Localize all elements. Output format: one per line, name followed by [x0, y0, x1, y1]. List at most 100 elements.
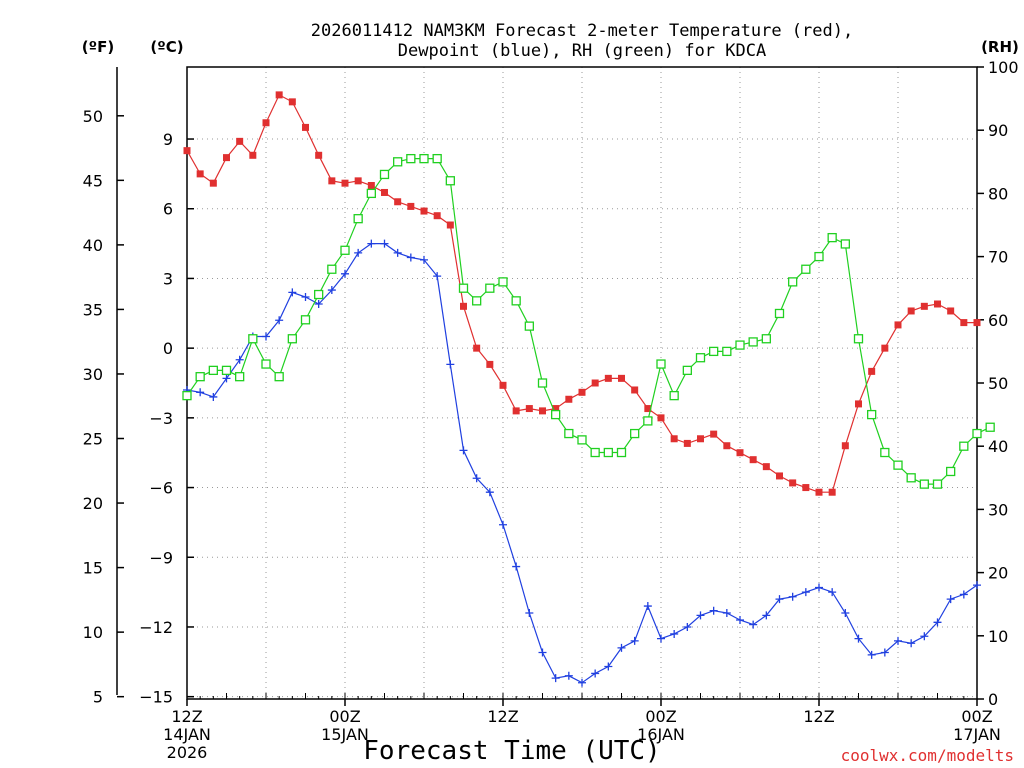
- rh-unit-label: (RH): [981, 38, 1019, 56]
- rh-point: [537, 378, 548, 388]
- rh-point: [485, 283, 495, 293]
- rh-point: [682, 365, 692, 376]
- fahrenheit-tick-label: 25: [83, 430, 103, 449]
- rh-point: [182, 390, 192, 401]
- rh-point: [643, 416, 653, 426]
- 2-meter-temperature-point: [881, 344, 889, 352]
- rh-tick-label: 50: [988, 374, 1008, 393]
- 2-meter-temperature-point: [960, 319, 968, 327]
- rh-point: [880, 447, 890, 458]
- rh-point: [590, 447, 600, 458]
- credit-text: coolwx.com/modelts: [841, 746, 1014, 765]
- dewpoint-point: [393, 248, 402, 257]
- dewpoint-point: [959, 590, 968, 599]
- rh-point: [524, 321, 534, 331]
- rh-point: [761, 334, 771, 344]
- 2-meter-temperature-point: [802, 484, 810, 492]
- 2-meter-temperature-point: [683, 439, 691, 447]
- rh-tick-label: 80: [988, 184, 1008, 203]
- dewpoint-point: [354, 248, 363, 257]
- 2-meter-temperature-point: [236, 137, 244, 145]
- rh-tick-label: 100: [988, 58, 1019, 77]
- dewpoint-point: [815, 583, 823, 592]
- rh-point: [577, 435, 587, 445]
- rh-point: [919, 479, 929, 489]
- time-tick-label: 00Z: [961, 707, 992, 726]
- rh-point: [221, 365, 232, 376]
- 2-meter-temperature-point: [539, 407, 546, 415]
- 2-meter-temperature-point: [486, 360, 494, 368]
- dewpoint-point: [314, 300, 323, 308]
- dewpoint-point: [854, 634, 863, 643]
- series-group: [182, 91, 995, 687]
- dewpoint-point: [617, 643, 626, 652]
- rh-point: [261, 359, 271, 369]
- celsius-tick-label: 0: [163, 339, 173, 358]
- rh-series: [182, 153, 995, 489]
- 2-meter-temperature-point: [512, 407, 520, 415]
- rh-point: [853, 334, 864, 344]
- rh-point: [630, 428, 640, 439]
- dewpoint-point: [788, 592, 797, 601]
- celsius-tick-label: −15: [139, 688, 173, 707]
- fahrenheit-tick-label: 30: [83, 365, 103, 384]
- dewpoint-point: [367, 239, 376, 248]
- rh-point: [985, 422, 995, 432]
- rh-tick-label: 70: [988, 248, 1008, 267]
- 2-meter-temperature-point: [302, 123, 309, 131]
- 2-meter-temperature-point: [815, 488, 823, 496]
- 2-meter-temperature-point: [525, 405, 533, 413]
- dewpoint-point: [722, 609, 731, 618]
- 2-meter-temperature-point: [855, 400, 862, 408]
- 2-meter-temperature-point: [828, 488, 836, 496]
- fahrenheit-tick-label: 35: [83, 300, 103, 319]
- 2-meter-temperature-point: [565, 395, 573, 403]
- 2-meter-temperature-point: [631, 386, 639, 394]
- rh-point: [959, 441, 969, 451]
- dewpoint-point: [762, 611, 771, 620]
- dewpoint-point: [222, 374, 231, 383]
- time-tick-label: 15JAN: [321, 725, 369, 744]
- 2-meter-temperature-point: [209, 179, 217, 187]
- rh-point: [603, 447, 613, 458]
- 2-meter-temperature-point: [618, 374, 625, 382]
- fahrenheit-unit-label: (ºF): [82, 38, 114, 56]
- rh-point: [235, 372, 245, 382]
- dewpoint-point: [775, 595, 784, 604]
- celsius-tick-label: −3: [149, 409, 173, 428]
- dewpoint-point: [406, 253, 415, 262]
- time-tick-label: 12Z: [171, 707, 202, 726]
- 2-meter-temperature-point: [670, 435, 678, 443]
- rh-point: [274, 372, 284, 382]
- 2-meter-temperature-point: [433, 212, 441, 220]
- dewpoint-point: [683, 622, 692, 631]
- dewpoint-point: [301, 293, 310, 302]
- 2-meter-temperature-point: [460, 302, 467, 310]
- rh-point: [248, 334, 258, 344]
- 2-meter-temperature-point: [473, 344, 481, 352]
- 2-meter-temperature-point: [420, 207, 428, 215]
- celsius-tick-label: −9: [149, 548, 173, 567]
- rh-point: [893, 460, 903, 470]
- 2-meter-temperature-point: [354, 177, 362, 185]
- rh-point: [722, 346, 732, 357]
- 2-meter-temperature-point: [868, 367, 876, 375]
- 2-meter-temperature-point: [973, 319, 981, 327]
- dewpoint-point: [670, 629, 679, 638]
- rh-point: [735, 340, 745, 350]
- time-tick-label: 17JAN: [953, 725, 1001, 744]
- dewpoint-point: [749, 620, 758, 629]
- 2-meter-temperature-point: [552, 405, 560, 413]
- rh-point: [695, 353, 706, 363]
- rh-point: [419, 153, 429, 164]
- dewpoint-point: [499, 520, 507, 529]
- rh-point: [340, 245, 350, 255]
- dewpoint-point: [841, 609, 850, 618]
- rh-point: [458, 283, 469, 293]
- dewpoint-series: [183, 239, 981, 687]
- dewpoint-point: [630, 636, 639, 645]
- celsius-tick-label: −12: [139, 618, 173, 637]
- 2-meter-temperature-point: [578, 388, 586, 396]
- 2-meter-temperature-point: [723, 442, 731, 450]
- 2-meter-temperature-point: [249, 151, 257, 159]
